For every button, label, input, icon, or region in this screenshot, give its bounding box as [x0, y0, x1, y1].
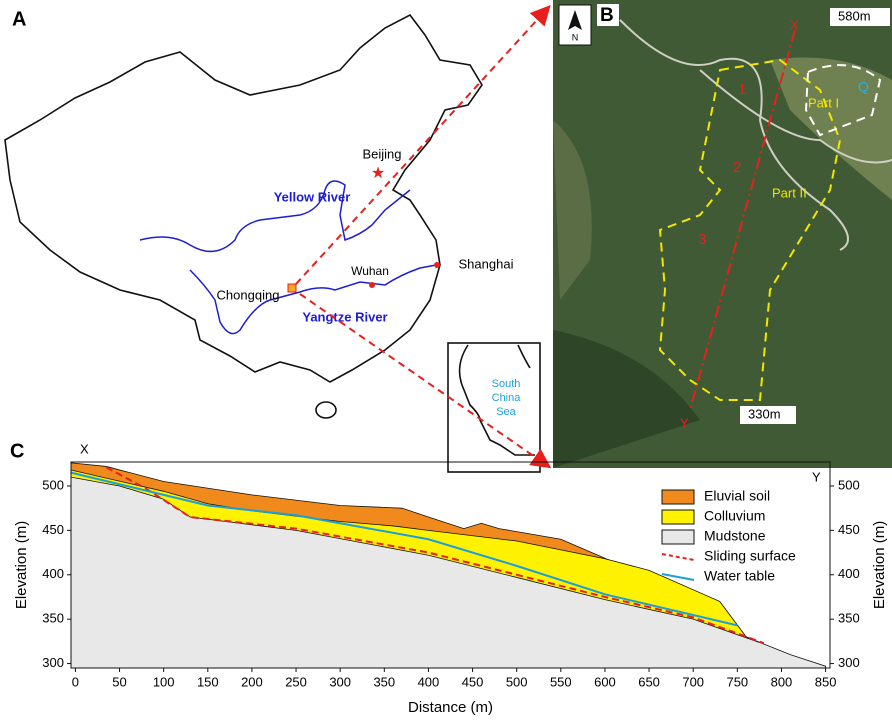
y-tick-label: 500	[42, 477, 64, 492]
profile-end: X	[790, 17, 799, 32]
x-tick-label: 50	[112, 674, 126, 689]
zone-label: 1	[738, 81, 746, 98]
inset-box	[447, 342, 541, 473]
panel-label: B	[600, 5, 614, 26]
legend-label: Colluvium	[704, 508, 765, 524]
x-axis-title: Distance (m)	[408, 699, 493, 716]
y2-tick-label: 400	[838, 566, 860, 581]
river-label: Yellow River	[274, 189, 351, 204]
panel-label: A	[12, 8, 26, 30]
china-outline	[4, 13, 483, 383]
legend-label: Sliding surface	[704, 548, 796, 564]
profile-end: X	[80, 441, 89, 456]
y2-tick-label: 500	[838, 477, 860, 492]
capital-star: ★	[371, 165, 385, 182]
cross-section-chart: C 0 50 100 150 200 250 300 350 400 450 500 550 600 65…	[10, 440, 888, 716]
legend-label: Water table	[704, 568, 775, 584]
satellite-panel: N B 580m 330m X Y 1 2 3 Part I Part II Q	[553, 0, 892, 468]
map-panel: A Beijing ★ Chongqing Wuhan Shanghai Yel…	[4, 5, 552, 473]
sea-label: China	[492, 392, 522, 404]
yellow-river	[139, 180, 411, 253]
link-arrow	[295, 5, 551, 285]
x-tick-label: 600	[594, 674, 616, 689]
legend-swatch	[661, 529, 695, 545]
y2-axis-title: Elevation (m)	[871, 521, 888, 609]
y-tick-label: 400	[42, 566, 64, 581]
zone-label: 3	[698, 231, 706, 248]
link-arrow	[299, 293, 552, 469]
city-label: Shanghai	[459, 256, 514, 271]
x-tick-label: 150	[197, 674, 219, 689]
y-tick-label: 300	[42, 655, 64, 670]
plot-frame	[70, 461, 831, 669]
hainan	[315, 401, 337, 419]
zone-label: 2	[733, 159, 741, 176]
panel-label-bg	[597, 4, 619, 26]
city-marker	[434, 262, 440, 268]
compass-label: N	[572, 32, 579, 42]
city-label: Chongqing	[217, 287, 280, 302]
x-tick-label: 700	[682, 674, 704, 689]
elevation-box	[740, 406, 796, 424]
x-tick-label: 250	[285, 674, 307, 689]
y-tick-label: 350	[42, 611, 64, 626]
part-label: Part II	[772, 185, 807, 200]
x-tick-label: 450	[462, 674, 484, 689]
part-boundary	[804, 64, 882, 137]
city-marker	[369, 282, 375, 288]
y2-tick-label: 450	[838, 522, 860, 537]
y2-tick-label: 300	[838, 655, 860, 670]
x-tick-label: 300	[329, 674, 351, 689]
y-tick-label: 450	[42, 522, 64, 537]
sea-label: South	[492, 378, 521, 390]
x-tick-label: 400	[418, 674, 440, 689]
legend-swatch	[661, 509, 695, 525]
part-label: Part I	[808, 95, 839, 110]
elevation-label: 330m	[748, 406, 781, 421]
x-tick-label: 850	[815, 674, 837, 689]
terrain	[553, 330, 700, 468]
x-tick-label: 650	[638, 674, 660, 689]
x-tick-label: 200	[241, 674, 263, 689]
x-tick-label: 0	[72, 674, 79, 689]
legend-swatch	[661, 553, 695, 561]
profile-end: Y	[680, 415, 689, 430]
legend-label: Mudstone	[704, 528, 766, 544]
sea-label: Sea	[496, 406, 516, 418]
legend-swatch	[661, 573, 695, 581]
x-tick-label: 750	[726, 674, 748, 689]
x-tick-label: 800	[771, 674, 793, 689]
elevation-label: 580m	[838, 8, 871, 23]
terrain	[553, 120, 592, 300]
city-label: Beijing	[362, 146, 401, 161]
terrain	[770, 57, 892, 200]
y2-tick-label: 350	[838, 611, 860, 626]
legend-label: Eluvial soil	[704, 488, 770, 504]
compass-arrow	[568, 10, 582, 30]
x-tick-label: 500	[506, 674, 528, 689]
city-label: Wuhan	[351, 264, 389, 278]
y-axis-title: Elevation (m)	[13, 521, 30, 609]
x-tick-label: 100	[153, 674, 175, 689]
profile-end: Y	[812, 469, 821, 484]
elevation-box	[830, 8, 890, 26]
x-tick-label: 350	[373, 674, 395, 689]
layer-area	[70, 476, 826, 669]
x-tick-label: 550	[550, 674, 572, 689]
yangtze-river	[189, 264, 437, 335]
city-marker	[287, 283, 297, 293]
marker-label: Q	[858, 79, 869, 95]
landslide-boundary	[658, 58, 842, 401]
panel-label: C	[10, 440, 24, 462]
layer-line	[70, 471, 738, 627]
road	[619, 19, 892, 251]
river-label: Yangtze River	[302, 309, 387, 324]
legend-swatch	[661, 489, 695, 505]
